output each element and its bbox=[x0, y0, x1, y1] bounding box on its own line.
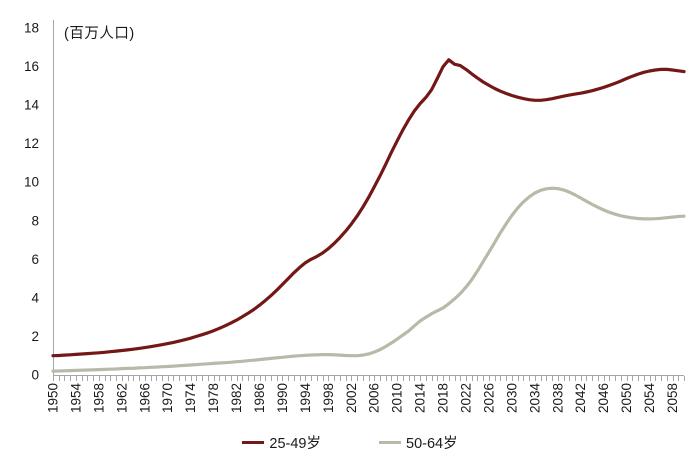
x-tick-label: 2058 bbox=[665, 383, 680, 413]
legend-swatch-icon bbox=[379, 441, 401, 444]
y-tick-label: 10 bbox=[24, 175, 39, 190]
x-tick-label: 2046 bbox=[596, 383, 611, 413]
x-tick-label: 1990 bbox=[275, 383, 290, 413]
x-tick-label: 2006 bbox=[367, 383, 382, 413]
y-tick-label: 16 bbox=[24, 59, 39, 74]
x-tick-label: 2030 bbox=[504, 383, 519, 413]
y-tick-label: 6 bbox=[31, 252, 39, 267]
x-tick-label: 1998 bbox=[321, 383, 336, 413]
x-tick-label: 1958 bbox=[91, 383, 106, 413]
legend-swatch-icon bbox=[242, 441, 265, 444]
y-tick-label: 14 bbox=[24, 98, 40, 113]
x-tick-label: 2002 bbox=[344, 383, 359, 413]
y-tick-label: 18 bbox=[24, 21, 39, 36]
y-tick-label: 0 bbox=[31, 368, 39, 383]
legend-item-25-49: 25-49岁 bbox=[242, 432, 321, 453]
x-tick-label: 2042 bbox=[573, 383, 588, 413]
x-tick-label: 1978 bbox=[206, 383, 221, 413]
y-tick-label: 2 bbox=[31, 329, 39, 344]
x-tick-label: 1966 bbox=[137, 383, 152, 413]
x-tick-label: 2026 bbox=[481, 383, 496, 413]
x-tick-label: 2034 bbox=[527, 383, 542, 414]
x-tick-label: 2054 bbox=[642, 383, 657, 414]
series-line-50-64岁 bbox=[51, 186, 686, 373]
x-tick-label: 1986 bbox=[252, 383, 267, 413]
x-tick-label: 2022 bbox=[459, 383, 474, 413]
x-tick-label: 1994 bbox=[298, 383, 313, 414]
x-tick-label: 1982 bbox=[229, 383, 244, 413]
x-tick-label: 2018 bbox=[436, 383, 451, 413]
x-tick-label: 1974 bbox=[183, 383, 198, 414]
x-tick-label: 2038 bbox=[550, 383, 565, 413]
x-tick-label: 2014 bbox=[413, 383, 428, 414]
y-tick-label: 12 bbox=[24, 136, 39, 151]
x-tick-label: 1954 bbox=[68, 383, 83, 414]
axis-unit-label: (百万人口) bbox=[64, 26, 135, 42]
y-tick-label: 8 bbox=[31, 213, 39, 228]
y-tick-label: 4 bbox=[31, 290, 39, 305]
legend: 25-49岁 50-64岁 bbox=[0, 432, 700, 453]
legend-label: 25-49岁 bbox=[269, 436, 321, 452]
x-tick-label: 1962 bbox=[114, 383, 129, 413]
x-tick-label: 1950 bbox=[46, 383, 61, 413]
legend-item-50-64: 50-64岁 bbox=[379, 432, 458, 453]
x-tick-label: 2010 bbox=[390, 383, 405, 413]
legend-label: 50-64岁 bbox=[406, 436, 458, 452]
x-tick-label: 1970 bbox=[160, 383, 175, 413]
x-tick-label: 2050 bbox=[619, 383, 634, 413]
series-line-25-49岁 bbox=[51, 58, 686, 358]
